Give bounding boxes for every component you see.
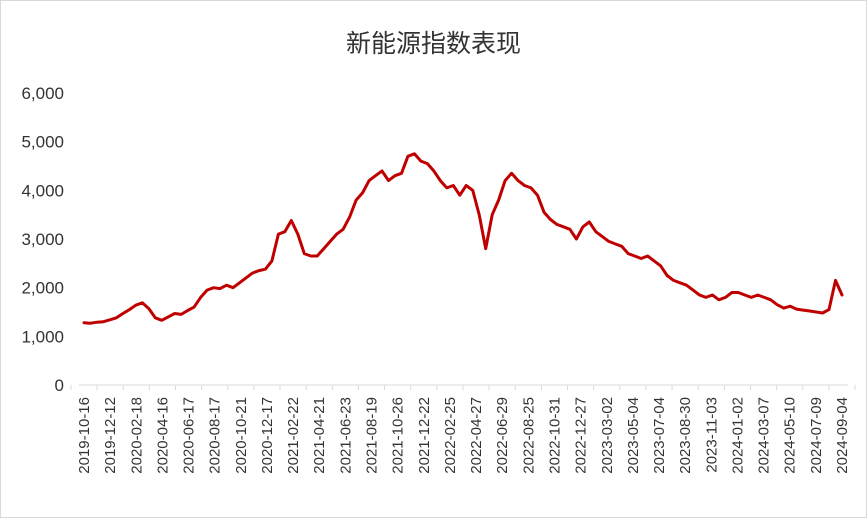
x-tick-label: 2023-08-30 — [677, 397, 694, 474]
y-tick-label: 0 — [55, 376, 64, 395]
x-tick-label: 2024-03-07 — [756, 397, 773, 474]
x-axis: 2019-10-16 2019-12-12 2020-02-18 2020-04-16… — [76, 397, 851, 474]
x-tick-label: 2022-08-25 — [520, 397, 537, 474]
x-tick-label: 2021-08-19 — [364, 397, 381, 474]
y-tick-label: 5,000 — [21, 133, 64, 152]
y-tick-label: 6,000 — [21, 84, 64, 103]
x-tick-label: 2020-04-16 — [154, 397, 171, 474]
series-group — [82, 152, 844, 325]
x-tick-label: 2021-06-23 — [337, 397, 354, 474]
x-tick-label: 2019-12-12 — [102, 397, 119, 474]
y-tick-label: 4,000 — [21, 181, 64, 200]
x-tick-label: 2019-10-16 — [76, 397, 93, 474]
x-tick-label: 2023-11-03 — [703, 397, 720, 473]
x-tick-label: 2021-02-22 — [285, 397, 302, 474]
x-tick-label: 2022-04-27 — [468, 397, 485, 474]
x-tick-label: 2022-12-27 — [573, 397, 590, 474]
x-tick-label: 2023-07-04 — [651, 397, 668, 474]
series-line — [82, 152, 844, 325]
x-tick-label: 2022-10-31 — [546, 397, 563, 474]
x-tick-label: 2020-06-17 — [181, 397, 198, 474]
x-tick-label: 2024-07-09 — [808, 397, 825, 474]
x-tick-label: 2020-12-17 — [259, 397, 276, 474]
x-tick-label: 2024-09-04 — [834, 397, 851, 474]
x-tick-label: 2022-06-29 — [494, 397, 511, 474]
x-tick-label: 2023-03-02 — [599, 397, 616, 474]
x-tick-label: 2022-02-25 — [442, 397, 459, 474]
x-tick-label: 2020-08-17 — [207, 397, 224, 474]
x-axis-ticks — [70, 385, 856, 390]
x-tick-label: 2021-10-26 — [390, 397, 407, 474]
y-tick-label: 1,000 — [21, 327, 64, 346]
x-tick-label: 2024-05-10 — [782, 397, 799, 474]
y-tick-label: 3,000 — [21, 230, 64, 249]
y-axis: 0 1,000 2,000 3,000 4,000 5,000 6,000 — [21, 84, 64, 395]
x-tick-label: 2023-05-04 — [625, 397, 642, 474]
x-tick-label: 2024-01-02 — [729, 397, 746, 474]
x-tick-label: 2020-10-21 — [233, 397, 250, 474]
chart-title: 新能源指数表现 — [345, 29, 521, 58]
x-tick-label: 2021-04-21 — [311, 397, 328, 474]
x-tick-label: 2020-02-18 — [128, 397, 145, 474]
x-tick-label: 2021-12-22 — [416, 397, 433, 474]
y-tick-label: 2,000 — [21, 279, 64, 298]
